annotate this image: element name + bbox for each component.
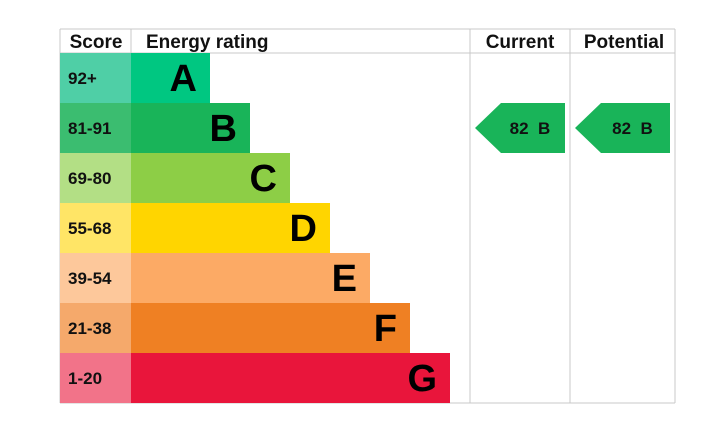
band-d: 55-68 D <box>60 203 330 253</box>
rating-bar-d <box>131 203 330 253</box>
score-cell-g <box>60 353 131 403</box>
score-label-e: 39-54 <box>68 269 112 288</box>
score-label-g: 1-20 <box>68 369 102 388</box>
score-cell-d <box>60 203 131 253</box>
rating-letter-c: C <box>250 158 277 200</box>
band-g: 1-20 G <box>60 353 450 403</box>
rating-letter-d: D <box>290 208 317 250</box>
potential-column-header: Potential <box>584 32 664 53</box>
potential-rating-arrow-label: 82 B <box>612 119 653 138</box>
score-label-a: 92+ <box>68 69 97 88</box>
score-label-c: 69-80 <box>68 169 111 188</box>
current-column-header: Current <box>486 32 555 53</box>
score-cell-b <box>60 103 131 153</box>
rating-letter-f: F <box>374 308 397 350</box>
score-label-b: 81-91 <box>68 119 111 138</box>
score-label-d: 55-68 <box>68 219 111 238</box>
rating-bar-a <box>131 53 210 103</box>
rating-arrows: 82 B 82 B <box>475 103 670 153</box>
band-b: 81-91 B <box>60 103 250 153</box>
band-c: 69-80 C <box>60 153 290 203</box>
current-rating-arrow-shape <box>475 103 565 153</box>
score-cell-f <box>60 303 131 353</box>
score-label-f: 21-38 <box>68 319 111 338</box>
band-f: 21-38 F <box>60 303 410 353</box>
rating-letter-g: G <box>407 358 437 400</box>
band-e: 39-54 E <box>60 253 370 303</box>
potential-rating-arrow: 82 B <box>575 103 670 153</box>
rating-bar-e <box>131 253 370 303</box>
rating-bar-f <box>131 303 410 353</box>
score-cell-e <box>60 253 131 303</box>
rating-bar-g <box>131 353 450 403</box>
rating-bar-c <box>131 153 290 203</box>
score-column-header: Score <box>70 32 123 53</box>
rating-bands: 92+ A 81-91 B 69-80 C 55-68 D 39-54 E 21-38 F 1-20 G <box>60 53 450 403</box>
current-rating-arrow-label: 82 B <box>510 119 551 138</box>
rating-column-header: Energy rating <box>146 32 268 53</box>
rating-letter-e: E <box>332 258 357 300</box>
potential-rating-arrow-shape <box>575 103 670 153</box>
rating-bar-b <box>131 103 250 153</box>
band-a: 92+ A <box>60 53 210 103</box>
score-cell-a <box>60 53 131 103</box>
rating-letter-b: B <box>210 108 237 150</box>
current-rating-arrow: 82 B <box>475 103 565 153</box>
score-cell-c <box>60 153 131 203</box>
rating-letter-a: A <box>170 58 197 100</box>
